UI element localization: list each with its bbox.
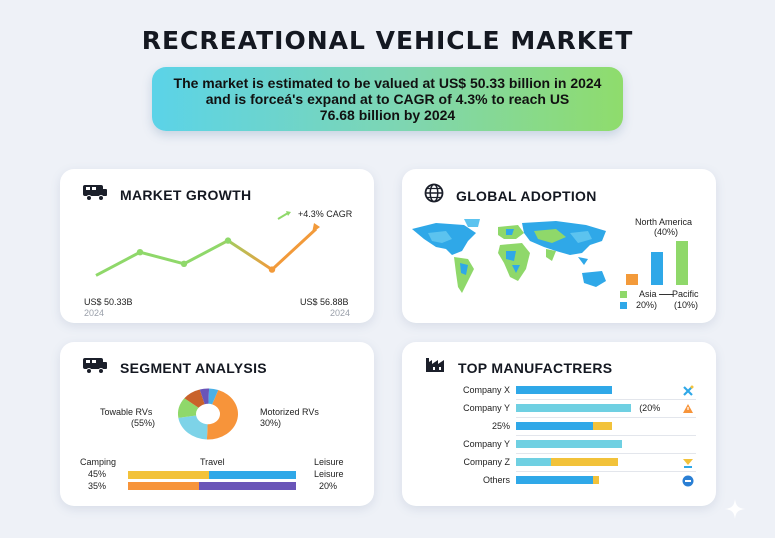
leisure-label: Leisure	[314, 457, 344, 467]
towable-pct: (55%)	[131, 418, 156, 428]
donut-slice	[178, 398, 199, 418]
global-adoption-header: GLOBAL ADOPTION	[424, 183, 597, 208]
row-divider	[516, 399, 696, 400]
market-growth-header: MARKET GROWTH	[82, 183, 251, 206]
end-value: US$ 56.88B	[300, 297, 349, 307]
top-manufacturers-header: TOP MANUFACTRERS	[424, 356, 612, 379]
adoption-bar	[676, 241, 688, 285]
north-america-pct: (40%)	[654, 227, 679, 237]
round-logo-icon	[682, 474, 694, 487]
market-growth-title: MARKET GROWTH	[120, 186, 252, 203]
segment-bar-part	[198, 482, 296, 490]
growth-arrowhead	[312, 223, 320, 233]
cagr-label: +4.3% CAGR	[298, 209, 353, 219]
camping-label: Camping	[80, 457, 117, 467]
banner-line-1: The market is estimated to be valued at …	[173, 75, 602, 91]
manufacturer-bar	[592, 422, 612, 430]
global-adoption-title: GLOBAL ADOPTION	[456, 187, 597, 204]
motorized-pct: 30%)	[260, 418, 282, 428]
sparkle-icon	[725, 499, 745, 519]
pacific-legend-swatch	[620, 302, 627, 309]
top-manufacturers-card: TOP MANUFACTRERS Company X Company Y (20% 2…	[402, 342, 716, 506]
manufacturer-label: Company X	[462, 385, 510, 395]
manufacturer-bar	[592, 476, 600, 484]
donut-slice	[178, 415, 208, 440]
manufacturer-bar	[516, 386, 612, 394]
row2-right-pct: 20%	[319, 481, 338, 491]
donut-slice	[206, 390, 238, 440]
segment-bar-part	[128, 471, 209, 479]
row-divider	[516, 453, 696, 454]
badge-logo-icon	[682, 456, 694, 468]
row-divider	[516, 471, 696, 472]
world-map	[412, 219, 606, 293]
asia-legend-swatch	[620, 291, 627, 298]
pacific-label: Pacific	[672, 289, 699, 299]
segment-analysis-card: SEGMENT ANALYSIS Towable RVs (55%) Motor…	[60, 342, 374, 506]
rv-icon	[82, 183, 108, 206]
adoption-bar	[626, 274, 638, 285]
top-manufacturers-title: TOP MANUFACTRERS	[458, 359, 613, 376]
manufacturer-bar	[551, 458, 619, 466]
row2-left-pct: 35%	[88, 481, 107, 491]
warning-logo-icon	[682, 402, 694, 414]
segment-analysis-title: SEGMENT ANALYSIS	[120, 359, 267, 376]
manufacturer-label: Company Y	[463, 403, 510, 413]
cagr-arrow	[277, 212, 289, 220]
growth-point	[224, 237, 232, 244]
manufacturer-value: (20%	[639, 403, 661, 413]
adoption-bar	[651, 252, 663, 285]
cagr-arrowhead	[286, 211, 291, 216]
pacific-pct: (10%)	[674, 300, 699, 310]
growth-point	[268, 266, 276, 273]
adoption-bar-chart	[626, 241, 688, 285]
manufacturer-bar	[516, 476, 593, 484]
travel-label: Travel	[200, 457, 225, 467]
segment-bar-part	[128, 482, 199, 490]
market-growth-card: MARKET GROWTH +4.3% CAGR US$ 50.33B 2024…	[60, 169, 374, 323]
manufacturer-label: Company Y	[463, 439, 510, 449]
camping-pct: 45%	[88, 469, 107, 479]
segment-bar-part	[208, 471, 296, 479]
growth-point	[136, 249, 144, 256]
row-divider	[516, 417, 696, 418]
start-value: US$ 50.33B	[84, 297, 133, 307]
towable-label: Towable RVs	[100, 407, 153, 417]
donut-slice	[199, 388, 210, 405]
growth-line-chart	[95, 211, 320, 277]
manufacturer-bar	[516, 404, 632, 412]
summary-banner: The market is estimated to be valued at …	[152, 67, 623, 131]
start-year: 2024	[84, 308, 105, 318]
factory-icon	[424, 356, 446, 379]
asia-label: Asia	[639, 289, 657, 299]
donut-slice	[184, 389, 205, 408]
global-adoption-card: GLOBAL ADOPTION North America (40%) Asia…	[402, 169, 716, 323]
motorized-label: Motorized RVs	[260, 407, 319, 417]
x-logo-icon	[682, 384, 694, 396]
page-title: RECREATIONAL VEHICLE MARKET	[141, 26, 634, 55]
globe-icon	[424, 183, 444, 208]
segment-bar-1	[128, 471, 296, 479]
donut-slice	[208, 388, 219, 405]
north-america-label: North America	[635, 217, 693, 227]
manufacturer-label: Others	[482, 475, 510, 485]
manufacturer-label: Company Z	[463, 457, 510, 467]
rv-icon	[82, 356, 108, 379]
asia-pct: 20%)	[636, 300, 658, 310]
asia-pacific-dash	[659, 294, 673, 295]
segment-bar-2	[128, 482, 296, 490]
row-divider	[516, 435, 696, 436]
segment-analysis-header: SEGMENT ANALYSIS	[82, 356, 267, 379]
manufacturer-bar	[516, 458, 552, 466]
manufacturer-bar	[516, 422, 593, 430]
end-year: 2024	[330, 308, 351, 318]
leisure-row-label: Leisure	[314, 469, 344, 479]
banner-line-3: 76.68 billion by 2024	[319, 107, 456, 123]
growth-point	[180, 260, 188, 267]
manufacturer-label: 25%	[491, 421, 510, 431]
manufacturer-bar	[516, 440, 622, 448]
banner-line-2: and is forceá's expand at to CAGR of 4.3…	[205, 91, 570, 107]
growth-line	[95, 227, 318, 277]
segment-donut-chart	[178, 388, 238, 440]
